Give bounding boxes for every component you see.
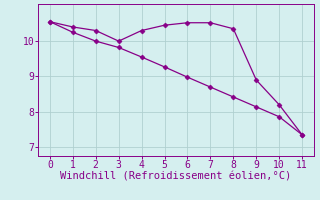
- X-axis label: Windchill (Refroidissement éolien,°C): Windchill (Refroidissement éolien,°C): [60, 172, 292, 182]
